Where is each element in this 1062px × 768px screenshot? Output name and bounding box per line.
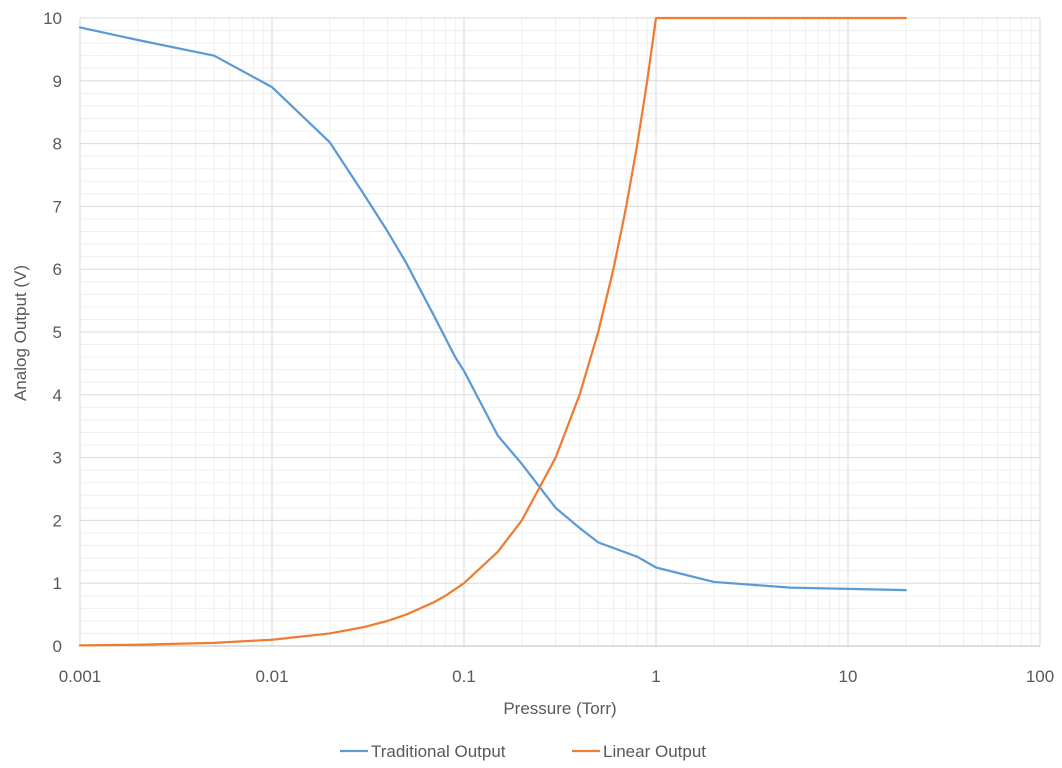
legend-label: Linear Output xyxy=(603,742,706,761)
legend-label: Traditional Output xyxy=(371,742,506,761)
y-tick-label: 8 xyxy=(53,135,62,154)
x-tick-labels: 0.001 0.01 0.1 1 10 100 xyxy=(59,667,1054,686)
y-tick-labels: 0 1 2 3 4 5 6 7 8 9 10 xyxy=(43,9,62,656)
x-tick-label: 0.01 xyxy=(255,667,288,686)
major-gridlines xyxy=(79,17,1041,647)
x-tick-label: 0.1 xyxy=(452,667,476,686)
series-line-linear-output xyxy=(78,16,907,647)
series-line-traditional-output xyxy=(78,26,907,592)
legend: Traditional Output Linear Output xyxy=(340,742,706,761)
x-tick-label: 1 xyxy=(651,667,660,686)
x-axis-title: Pressure (Torr) xyxy=(503,699,616,718)
y-tick-label: 2 xyxy=(53,511,62,530)
series-layer xyxy=(78,16,907,647)
y-tick-label: 1 xyxy=(53,574,62,593)
x-tick-label: 100 xyxy=(1026,667,1054,686)
y-tick-label: 4 xyxy=(53,386,62,405)
y-tick-label: 7 xyxy=(53,197,62,216)
y-tick-label: 6 xyxy=(53,260,62,279)
y-tick-label: 9 xyxy=(53,72,62,91)
x-tick-label: 10 xyxy=(839,667,858,686)
y-tick-label: 10 xyxy=(43,9,62,28)
y-tick-label: 3 xyxy=(53,449,62,468)
y-tick-label: 0 xyxy=(53,637,62,656)
y-tick-label: 5 xyxy=(53,323,62,342)
y-axis-title: Analog Output (V) xyxy=(11,265,30,401)
x-tick-label: 0.001 xyxy=(59,667,102,686)
